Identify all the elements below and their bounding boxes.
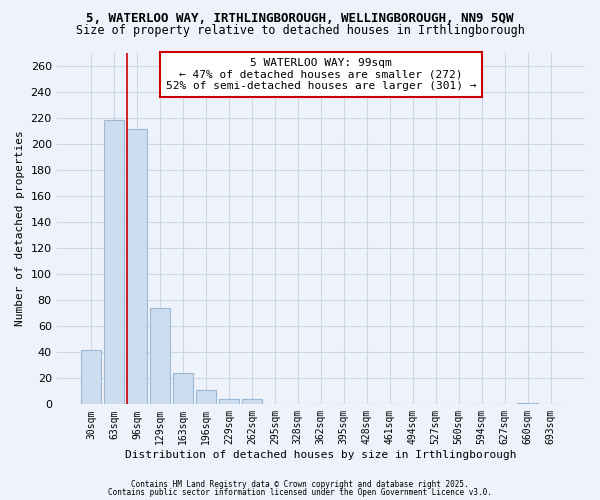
Text: Size of property relative to detached houses in Irthlingborough: Size of property relative to detached ho…: [76, 24, 524, 37]
X-axis label: Distribution of detached houses by size in Irthlingborough: Distribution of detached houses by size …: [125, 450, 517, 460]
Y-axis label: Number of detached properties: Number of detached properties: [15, 130, 25, 326]
Bar: [517, 403, 538, 404]
Text: Contains HM Land Registry data © Crown copyright and database right 2025.: Contains HM Land Registry data © Crown c…: [131, 480, 469, 489]
Bar: [104, 120, 124, 405]
Text: 5 WATERLOO WAY: 99sqm
← 47% of detached houses are smaller (272)
52% of semi-det: 5 WATERLOO WAY: 99sqm ← 47% of detached …: [166, 58, 476, 91]
Bar: [173, 373, 193, 404]
Bar: [218, 399, 239, 404]
Bar: [196, 390, 216, 404]
Bar: [149, 308, 170, 404]
Text: Contains public sector information licensed under the Open Government Licence v3: Contains public sector information licen…: [108, 488, 492, 497]
Text: 5, WATERLOO WAY, IRTHLINGBOROUGH, WELLINGBOROUGH, NN9 5QW: 5, WATERLOO WAY, IRTHLINGBOROUGH, WELLIN…: [86, 12, 514, 26]
Bar: [242, 399, 262, 404]
Bar: [80, 350, 101, 405]
Bar: [127, 130, 148, 404]
